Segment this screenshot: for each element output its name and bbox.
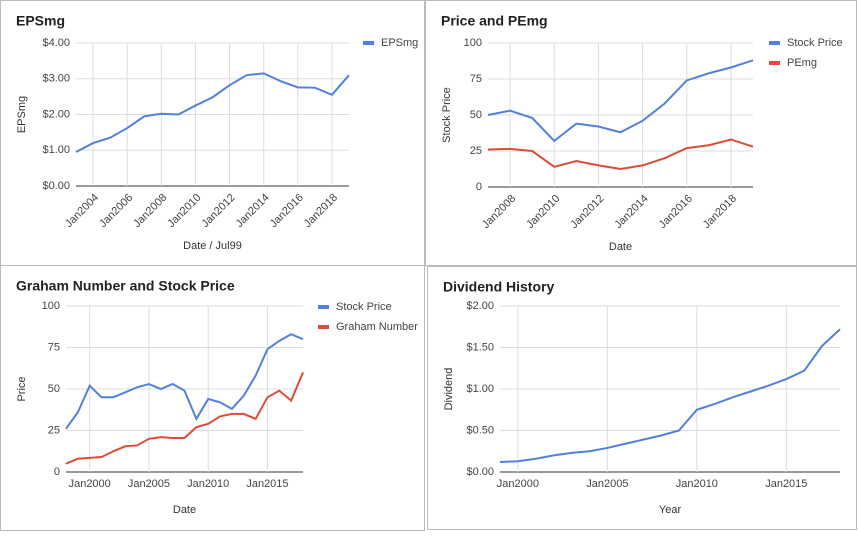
y-tick-label: $2.00 (466, 300, 494, 312)
x-tick-label: Jan2010 (187, 478, 229, 490)
x-tick-label: Jan2000 (69, 478, 111, 490)
y-tick-label: 0 (54, 466, 60, 478)
x-tick-label: Jan2005 (128, 478, 170, 490)
y-axis-title: Dividend (443, 368, 455, 411)
y-tick-label: 50 (48, 383, 60, 395)
legend-label: Graham Number (336, 321, 418, 333)
legend-label: EPSmg (381, 37, 418, 49)
y-tick-label: 50 (470, 109, 482, 121)
y-tick-label: 75 (470, 73, 482, 85)
series-line (487, 138, 754, 171)
y-tick-label: 100 (42, 300, 60, 312)
x-axis-title: Date / Jul99 (183, 240, 242, 252)
series-line (75, 72, 350, 153)
chart-title: Graham Number and Stock Price (16, 278, 235, 294)
y-axis-title: EPSmg (16, 96, 28, 133)
panel (427, 266, 857, 530)
y-tick-label: 75 (48, 341, 60, 353)
legend-label: Stock Price (336, 301, 392, 313)
series-line (65, 333, 304, 430)
x-tick-label: Jan2005 (586, 478, 628, 490)
y-tick-label: $4.00 (42, 37, 70, 49)
y-tick-label: $1.00 (42, 144, 70, 156)
x-axis-title: Date (173, 504, 196, 516)
panel (425, 0, 857, 266)
y-axis-title: Price (16, 376, 28, 401)
legend-label: Stock Price (787, 37, 843, 49)
legend-label: PEmg (787, 57, 817, 69)
y-tick-label: $3.00 (42, 73, 70, 85)
y-tick-label: $0.50 (466, 424, 494, 436)
series-line (65, 372, 304, 465)
panel (0, 0, 425, 266)
y-tick-label: 100 (464, 37, 482, 49)
y-tick-label: 25 (48, 424, 60, 436)
y-tick-label: $0.00 (466, 466, 494, 478)
y-tick-label: 0 (476, 181, 482, 193)
x-tick-label: Jan2010 (676, 478, 718, 490)
x-tick-label: Jan2000 (497, 478, 539, 490)
series-line (487, 59, 754, 143)
panel (0, 265, 425, 531)
y-tick-label: $0.00 (42, 180, 70, 192)
x-tick-label: Jan2015 (246, 478, 288, 490)
y-tick-label: $1.50 (466, 341, 494, 353)
chart-title: Dividend History (443, 279, 554, 295)
x-axis-title: Year (659, 504, 682, 516)
y-tick-label: 25 (470, 145, 482, 157)
x-tick-label: Jan2015 (765, 478, 807, 490)
y-tick-label: $1.00 (466, 383, 494, 395)
y-axis-title: Stock Price (441, 87, 453, 143)
y-tick-label: $2.00 (42, 108, 70, 120)
chart-title: Price and PEmg (441, 13, 548, 29)
x-axis-title: Date (609, 241, 632, 253)
series-line (499, 328, 841, 464)
chart-title: EPSmg (16, 13, 65, 29)
